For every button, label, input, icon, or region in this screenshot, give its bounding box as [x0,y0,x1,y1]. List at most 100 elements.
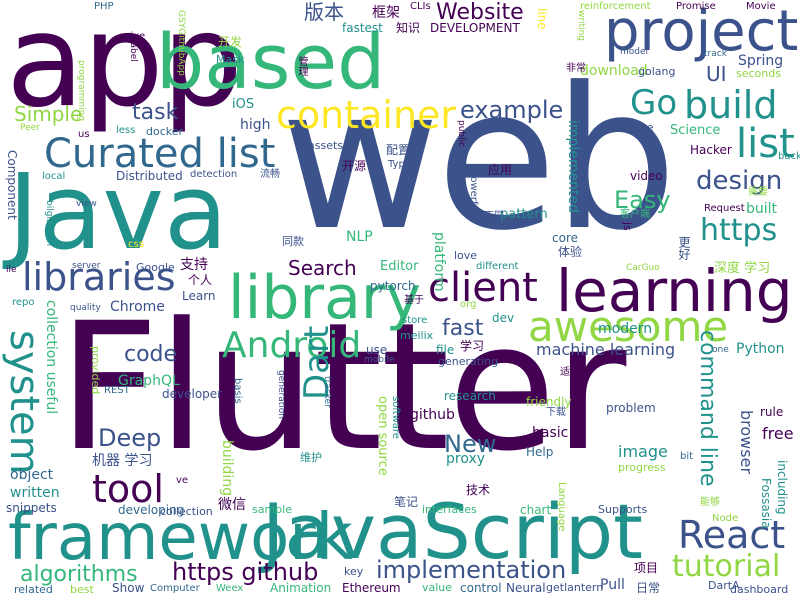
word: github [410,407,455,423]
word: engine [616,121,654,134]
word: generating [438,355,499,368]
word: powerful [468,170,479,214]
word: Animation [270,581,332,595]
word: Editor [380,259,419,274]
word: client [428,265,538,311]
word: 微信 [218,497,246,513]
word: repo [12,297,35,308]
word: 客户端 [620,209,650,220]
word: GraphQL [118,373,180,389]
word: React [678,513,786,557]
word: developing [118,503,185,517]
word: learning [556,257,793,325]
word: dashboard [730,583,789,596]
word: seconds [736,67,781,80]
word: written [10,485,60,501]
word: dev [492,311,515,325]
word: tool [92,467,164,511]
word: Distributed [116,169,183,183]
word: collection useful [43,300,59,415]
word: Weex [216,583,244,594]
word: software [390,396,401,439]
word: Type [388,159,411,170]
word: 框架 [372,5,400,21]
word: REST [104,385,130,396]
word: Flutter [58,285,626,490]
word: provided [89,346,102,395]
word: love [454,249,478,262]
word: 日常 [636,581,661,595]
word: Simple [14,102,83,126]
word: getlantern [546,581,604,594]
word: Show [112,581,145,595]
word: 基于 [404,295,424,306]
word: Hacker [690,143,732,157]
word: list [736,121,795,167]
word: problem [606,401,656,415]
word: track [704,49,727,59]
word: js [621,222,634,231]
word: free [762,424,794,443]
word: code [124,342,178,367]
word: 下载 [546,407,566,418]
word: CarGuo [626,263,660,273]
word: high [240,117,271,133]
word: backend [778,151,800,162]
word: generation [276,370,286,419]
word: implementation [376,556,567,584]
word: related [14,583,53,596]
word: sample [252,503,292,516]
word: proxy [446,451,486,467]
word: model [620,47,649,57]
word: basis [232,378,243,404]
word: less [116,125,136,136]
word: web [280,46,677,274]
word: Google [136,261,175,274]
word: 非常 [566,63,586,74]
word: open source [375,396,390,476]
word: Neural [506,581,546,595]
word: libraries [22,255,176,299]
word: Supports [598,503,648,516]
word: give [124,31,146,42]
word: different [476,261,519,272]
word: tutorial [672,549,781,584]
word: based [156,17,386,106]
word: example [460,96,564,124]
word: label [128,40,138,62]
word: store [402,315,428,326]
word: Deep [98,424,162,452]
word: us [78,129,90,140]
word: golang [638,65,676,78]
word: build [684,83,778,127]
word: library [228,263,422,333]
word: Fossasia [759,478,773,529]
word: 机器 学习 [92,453,153,469]
word: meilix [400,329,434,342]
word: programming [76,60,86,122]
word: 项目 [634,561,659,575]
word: Language [556,482,567,532]
word: view [76,199,97,209]
word: bilgisayarl [44,200,54,247]
word: 知识 [396,21,421,35]
word: pytorch [370,279,416,293]
word: 不同 [484,211,504,222]
word: Movie [746,1,776,12]
word: 需要 [748,187,768,198]
word: Curated list [44,131,276,177]
word: Pull [600,577,625,593]
word: GSYGithubApp [176,10,186,76]
word: Promise [676,1,716,12]
word: 维护 [300,451,322,464]
word: image [618,442,668,461]
word: Search [288,256,357,280]
word: iOS [232,97,255,112]
word: bit [680,451,694,462]
word: 支持 [180,257,208,273]
word: 开发 [218,35,243,49]
word: 版本 [304,0,344,24]
word: line [535,8,549,30]
word: detection [190,169,238,180]
